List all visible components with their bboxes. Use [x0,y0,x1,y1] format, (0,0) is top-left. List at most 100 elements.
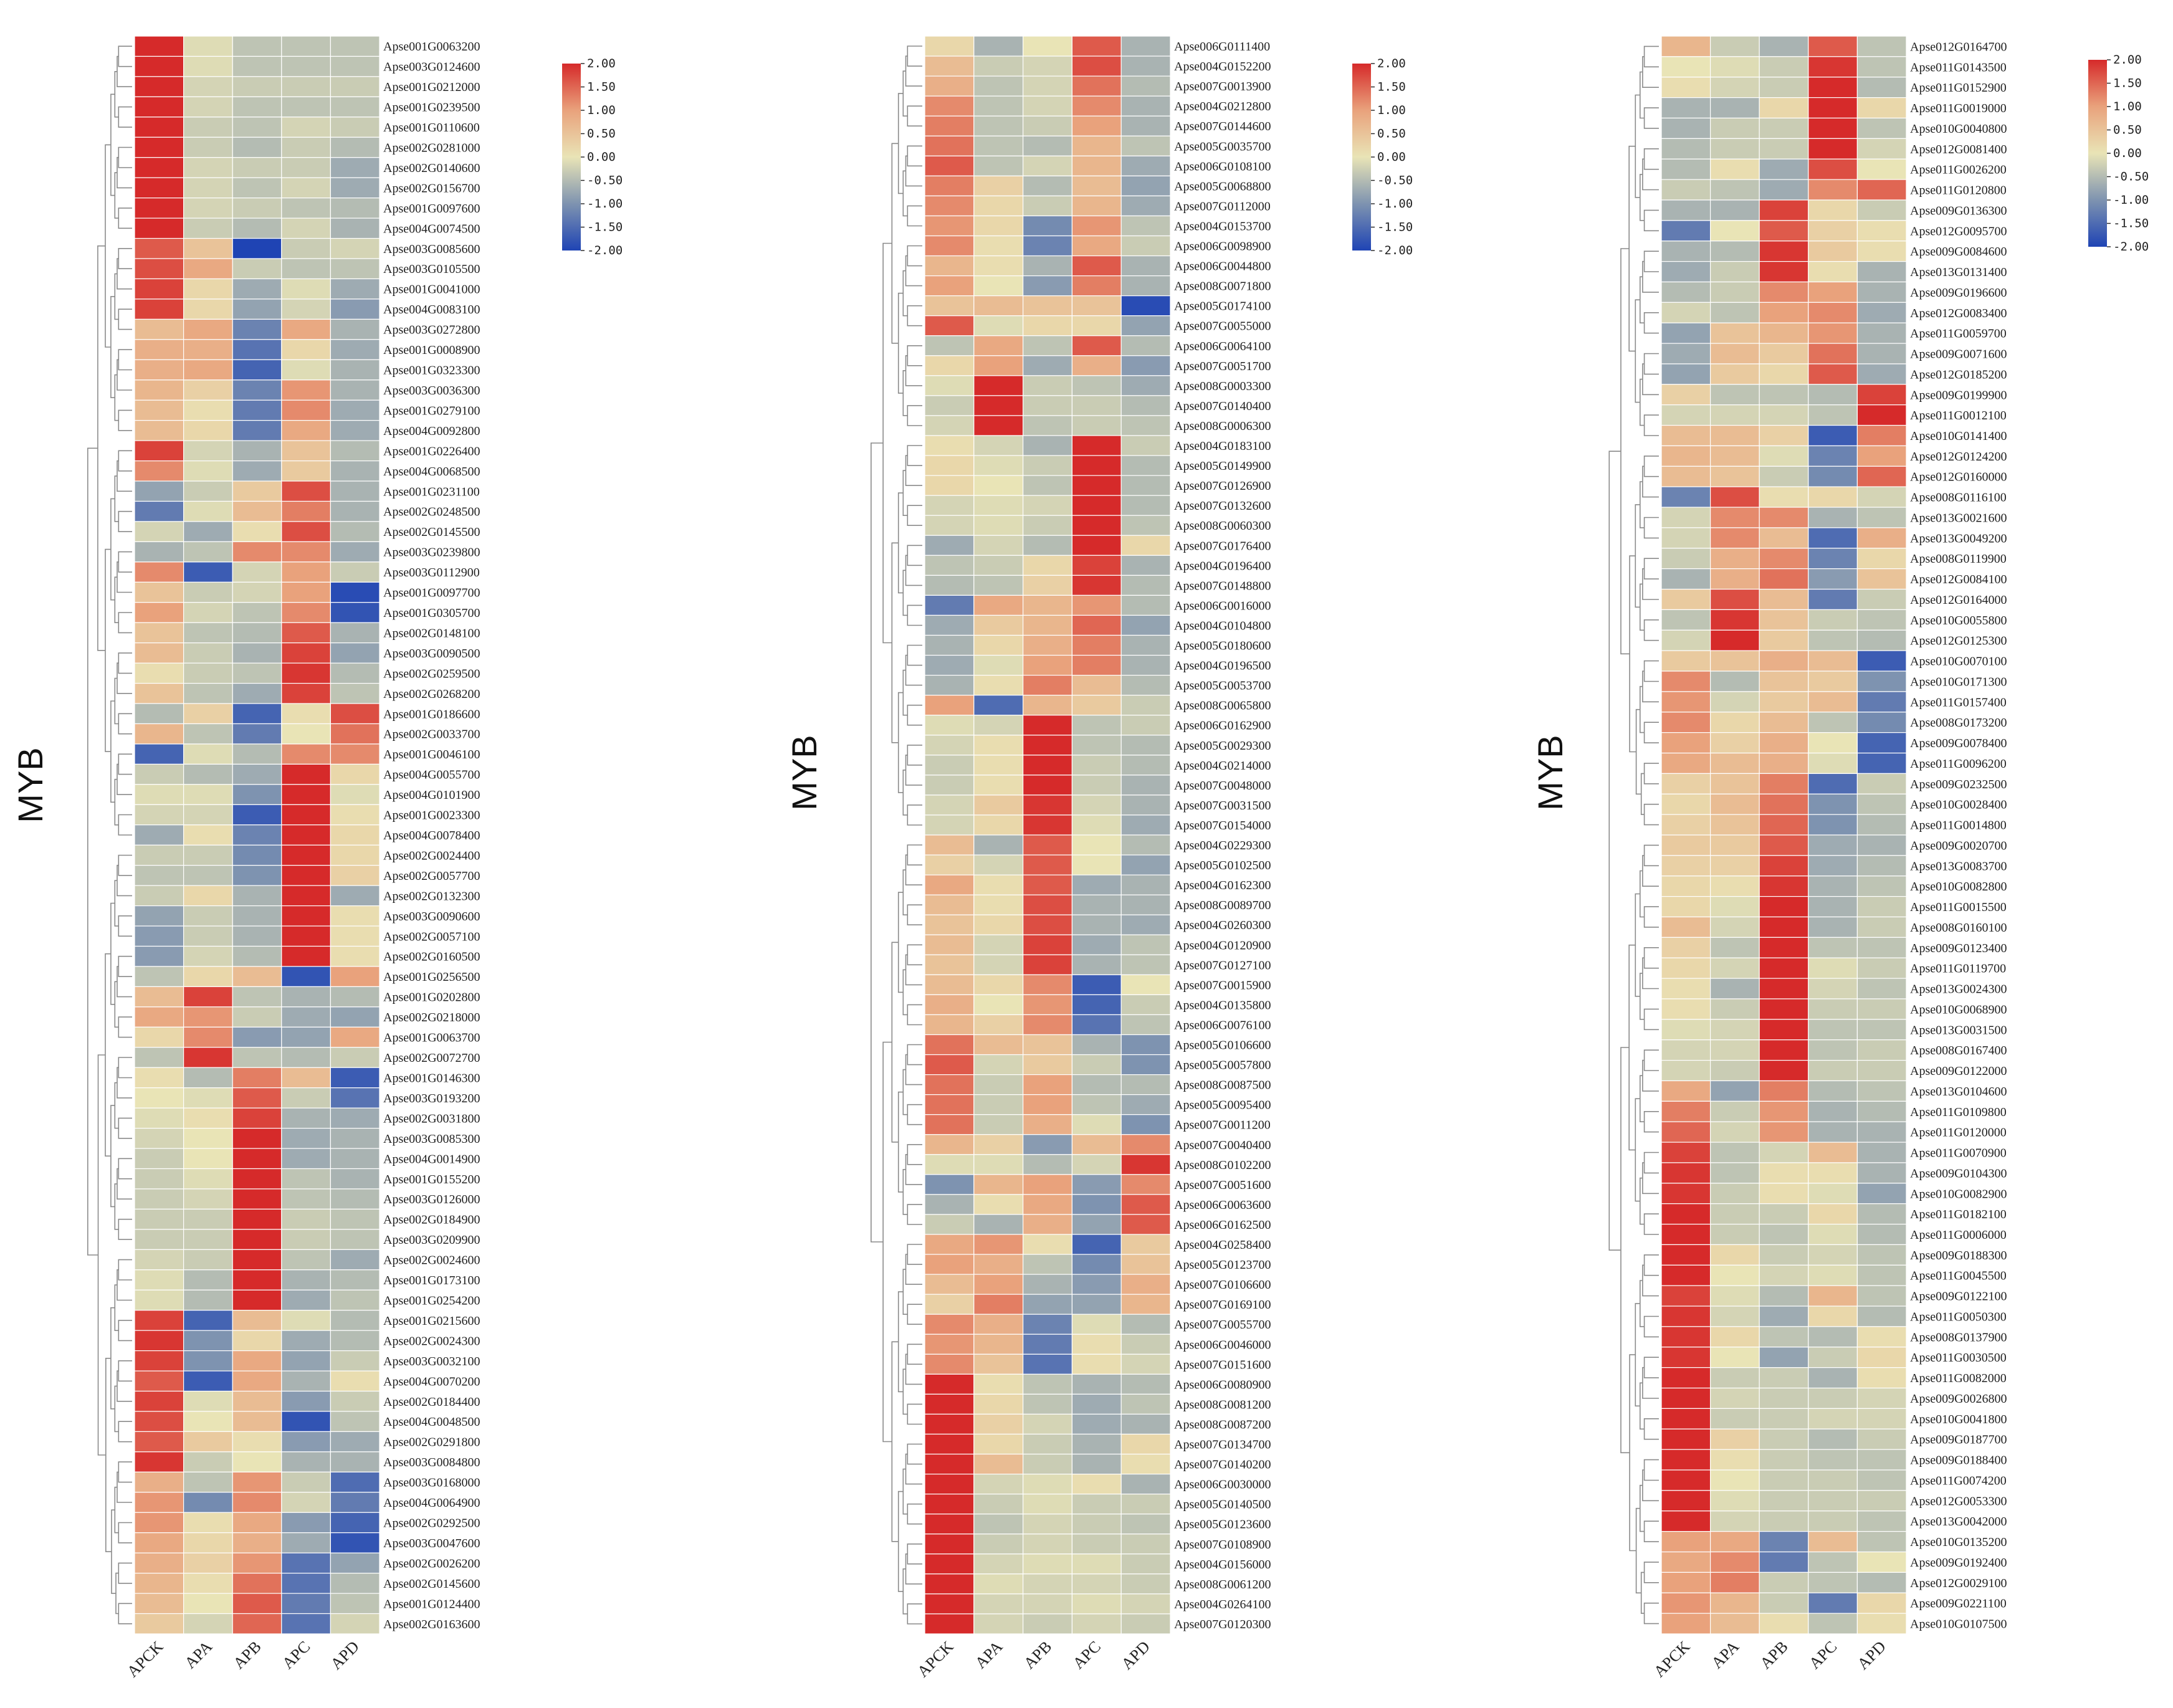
heatmap-cell [1022,1214,1072,1235]
gene-label: Apse008G0116100 [1910,491,2007,505]
heatmap-cell [183,1087,233,1109]
gene-label: Apse002G0184400 [383,1395,480,1409]
gene-label: Apse004G0214000 [1174,759,1271,773]
heatmap-cell [281,1492,331,1513]
dendrogram-branch [118,814,132,836]
heatmap-cell [1856,1264,1907,1286]
heatmap-cell [1856,916,1907,938]
heatmap-cell [973,1393,1024,1415]
heatmap-cell [232,1411,282,1433]
heatmap-cell [330,1188,380,1210]
heatmap-cell [232,258,282,280]
dendrogram-branch [905,1254,922,1285]
heatmap-cell [1856,588,1907,611]
gene-label: Apse011G0082000 [1910,1372,2007,1385]
heatmap-cell [1022,95,1072,117]
heatmap-cell [973,1353,1024,1375]
heatmap-cell [330,1411,380,1433]
dendrogram-branch [118,1057,132,1079]
heatmap-cell [1759,56,1809,78]
heatmap-cell [134,399,184,421]
heatmap-cell [973,295,1024,317]
gene-label: Apse002G0057700 [383,869,480,883]
heatmap-cell [1710,1408,1760,1429]
gene-label: Apse007G0011200 [1174,1119,1271,1132]
dendrogram-branch [118,854,132,876]
gene-label: Apse011G0070900 [1910,1147,2007,1160]
heatmap-cell [1856,1039,1907,1061]
gene-label: Apse005G0053700 [1174,679,1271,693]
heatmap-cell [1759,363,1809,385]
heatmap-cell [330,966,380,988]
gene-label: Apse007G0169100 [1174,1298,1271,1312]
heatmap-cell [1710,363,1760,385]
heatmap-cell [1856,691,1907,713]
heatmap-cell [232,703,282,725]
heatmap-cell [1661,1469,1711,1491]
heatmap-cell [1808,1203,1858,1225]
dendrogram-branch [897,492,904,594]
gene-label: Apse001G0124400 [383,1597,480,1611]
dendrogram-branch [1643,312,1659,334]
heatmap-cell [1661,712,1711,733]
heatmap-cell [1808,1367,1858,1389]
heatmap-cell [1071,634,1122,656]
heatmap-cell [1710,1347,1760,1368]
heatmap-cell [1022,1274,1072,1295]
heatmap-cell [330,359,380,381]
heatmap-cell [973,1514,1024,1535]
gene-label: Apse003G0193200 [383,1092,480,1105]
column-label: APCK [1650,1638,1694,1681]
dendrogram-branch [117,966,132,998]
gene-label: Apse007G0013900 [1174,80,1271,93]
heatmap-cell [1071,1054,1122,1076]
gene-label: Apse003G0090500 [383,647,480,661]
heatmap-cell [1710,1613,1760,1634]
heatmap-cell [1120,55,1171,77]
heatmap-cell [1710,1019,1760,1041]
dendrogram-branch [1642,1059,1659,1092]
heatmap-cell [183,743,233,765]
gene-label: Apse004G0101900 [383,788,480,802]
dendrogram-branch [110,93,115,196]
gene-label: Apse002G0184900 [383,1213,480,1227]
heatmap-cell [232,1593,282,1615]
colorbar [562,64,581,250]
heatmap-cell [1808,1039,1858,1061]
dendrogram-branch [1642,1264,1659,1297]
gene-label: Apse004G0153700 [1174,219,1271,233]
heatmap-cell [1808,404,1858,426]
heatmap-cell [1759,629,1809,651]
gene-label: Apse007G0055700 [1174,1318,1271,1332]
heatmap-cell [232,1492,282,1513]
heatmap-cell [1022,974,1072,995]
heatmap-cell [134,1330,184,1352]
heatmap-cell [281,784,331,805]
heatmap-cell [973,1254,1024,1275]
dendrogram-branch [118,1360,132,1382]
heatmap-cell [330,723,380,745]
heatmap-cell [1759,199,1809,221]
heatmap-cell [1022,1114,1072,1135]
heatmap-cell [973,614,1024,636]
gene-label: Apse009G0071600 [1910,348,2007,361]
dendrogram-branch [1643,148,1659,170]
dendrogram-branch [118,753,132,775]
heatmap-panel-3: MYBApse012G0164700Apse011G0143500Apse011… [1531,36,2149,1681]
heatmap-cell [1661,424,1711,447]
heatmap-cell [1856,1551,1907,1573]
gene-label: Apse013G0131400 [1910,265,2007,279]
heatmap-cell [330,258,380,280]
heatmap-cell [1661,507,1711,528]
heatmap-cell [973,175,1024,197]
heatmap-cell [1856,1572,1907,1593]
heatmap-cell [232,1006,282,1028]
heatmap-cell [183,298,233,320]
gene-label: Apse010G0028400 [1910,798,2007,812]
heatmap-cell [1759,957,1809,979]
dendrogram-branch [907,1144,922,1165]
heatmap-cell [232,1451,282,1472]
heatmap-cell [232,1289,282,1311]
heatmap-cell [232,440,282,462]
heatmap-cell [330,318,380,340]
